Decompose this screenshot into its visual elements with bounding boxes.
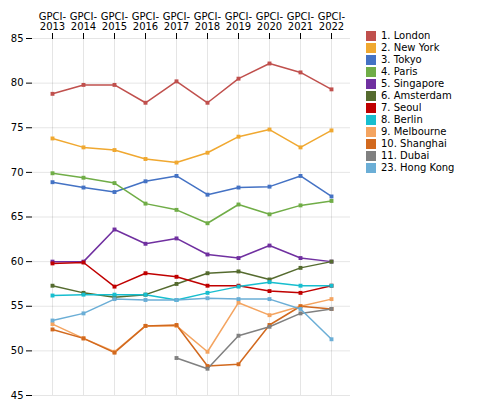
svg-text:GPCI-2022: GPCI-2022	[318, 11, 346, 32]
svg-text:GPCI-2015: GPCI-2015	[101, 11, 129, 32]
html-text:3. Tokyo: 3. Tokyo	[381, 54, 422, 65]
html-text:1. London: 1. London	[381, 30, 431, 41]
svg-text:GPCI-2017: GPCI-2017	[163, 11, 191, 32]
html-text:2. New York: 2. New York	[381, 42, 440, 53]
svg-text:50: 50	[11, 345, 24, 356]
html-text:23. Hong Kong: 23. Hong Kong	[381, 162, 455, 173]
svg-text:GPCI-2020: GPCI-2020	[256, 11, 284, 32]
svg-text:45: 45	[11, 390, 24, 401]
svg-text:GPCI-2019: GPCI-2019	[225, 11, 253, 32]
svg-text:65: 65	[11, 211, 24, 222]
svg-text:75: 75	[11, 122, 24, 133]
svg-text:60: 60	[11, 256, 24, 267]
html-text:9. Melbourne: 9. Melbourne	[381, 126, 447, 137]
html-text:8. Berlin: 8. Berlin	[381, 114, 423, 125]
html-text:11. Dubai: 11. Dubai	[381, 150, 430, 161]
svg-text:GPCI-2021: GPCI-2021	[287, 11, 315, 32]
html-text:10. Shanghai: 10. Shanghai	[381, 138, 447, 149]
svg-text:GPCI-2018: GPCI-2018	[194, 11, 222, 32]
svg-text:GPCI-2013: GPCI-2013	[39, 11, 67, 32]
html-text:4. Paris: 4. Paris	[381, 66, 418, 77]
svg-text:GPCI-2016: GPCI-2016	[132, 11, 160, 32]
html-text:6. Amsterdam: 6. Amsterdam	[381, 90, 452, 101]
html-text:5. Singapore: 5. Singapore	[381, 78, 445, 89]
svg-text:85: 85	[11, 33, 24, 44]
svg-text:GPCI-2014: GPCI-2014	[70, 11, 98, 32]
html-text:7. Seoul: 7. Seoul	[381, 102, 422, 113]
svg-text:70: 70	[11, 167, 24, 178]
svg-text:55: 55	[11, 300, 24, 311]
svg-text:80: 80	[11, 77, 24, 88]
